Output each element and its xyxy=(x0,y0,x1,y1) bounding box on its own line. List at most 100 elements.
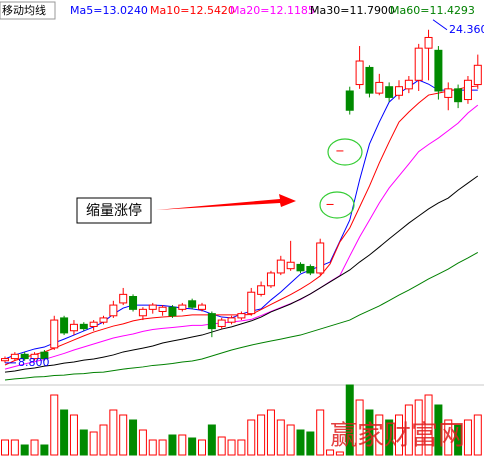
candle-body xyxy=(434,49,443,92)
legend-entry: Ma60=11.4293 xyxy=(390,4,475,17)
volume-bar xyxy=(207,424,216,456)
volume-panel xyxy=(1,384,482,456)
candle-body xyxy=(266,272,275,287)
volume-bar xyxy=(60,409,69,456)
candle-body xyxy=(129,296,138,310)
watermark: 赢家财富网 xyxy=(330,421,465,452)
volume-bar xyxy=(148,439,157,456)
candle-body xyxy=(119,293,128,304)
candle-body xyxy=(414,47,423,81)
candle-body xyxy=(395,86,403,96)
volume-bar xyxy=(129,419,138,456)
candle-body xyxy=(50,319,59,349)
candle-body xyxy=(296,263,305,272)
volume-bar xyxy=(237,439,246,456)
candle-body xyxy=(473,64,482,86)
candle-body xyxy=(404,79,413,90)
volume-bar xyxy=(40,444,49,456)
volume-bar xyxy=(316,409,325,456)
volume-bar xyxy=(217,436,226,456)
volume-bar xyxy=(345,384,354,456)
ma-line xyxy=(4,104,479,370)
volume-bar xyxy=(355,399,364,456)
volume-bar xyxy=(335,451,344,456)
candle-body xyxy=(79,323,88,330)
volume-bar xyxy=(276,419,285,456)
highlight-circle xyxy=(327,138,363,166)
candle-body xyxy=(257,285,266,295)
ma-line xyxy=(4,251,479,381)
volume-bar xyxy=(404,404,413,456)
candle-body xyxy=(207,313,216,330)
candle-body xyxy=(158,306,167,312)
candle-body xyxy=(444,88,453,98)
candle-body xyxy=(188,300,197,308)
candle-body xyxy=(385,86,394,98)
price-label: 8.800 xyxy=(18,356,50,369)
volume-bar xyxy=(69,414,78,456)
candle-body xyxy=(168,306,177,317)
volume-bar xyxy=(109,409,118,456)
legend-entry: Ma30=11.7900 xyxy=(310,4,395,17)
volume-bar xyxy=(188,437,197,456)
annotation-arrow xyxy=(156,194,296,210)
volume-bar xyxy=(326,449,335,456)
candle-body xyxy=(178,304,187,310)
volume-bar xyxy=(89,431,98,456)
candles xyxy=(1,29,482,363)
volume-bar xyxy=(227,439,236,456)
volume-bar xyxy=(247,419,256,456)
volume-bar xyxy=(375,414,384,456)
volume-bar xyxy=(266,409,275,456)
candle-body xyxy=(276,259,285,274)
volume-bar xyxy=(444,419,453,456)
volume-bar xyxy=(473,414,482,456)
legend-entry: Ma10=12.5420 xyxy=(150,4,235,17)
volume-bar xyxy=(1,439,9,456)
volume-bar xyxy=(99,424,108,456)
chart-title: 移动均线 xyxy=(2,3,46,17)
candle-body xyxy=(424,36,433,49)
title-box xyxy=(0,1,56,20)
candle-body xyxy=(247,291,256,315)
candle-body xyxy=(365,66,374,94)
legend: Ma5=13.0240 Ma10=12.5420Ma20=12.1185Ma30=… xyxy=(70,4,475,17)
volume-bar xyxy=(30,439,39,456)
candle-body xyxy=(148,304,157,310)
candle-body xyxy=(375,81,384,94)
volume-bar xyxy=(395,414,403,456)
volume-bar xyxy=(414,399,423,456)
candle-body xyxy=(109,304,118,317)
volume-bar xyxy=(365,409,374,456)
volume-bar xyxy=(463,419,472,456)
candle-body xyxy=(237,313,246,319)
candle-body xyxy=(69,323,78,332)
volume-bar xyxy=(454,424,463,456)
candle-body xyxy=(89,321,98,327)
volume-bar xyxy=(385,419,394,456)
volume-bar xyxy=(257,414,266,456)
volume-bar xyxy=(178,434,187,456)
price-label: 24.360 xyxy=(449,23,484,36)
candle-body xyxy=(198,304,206,310)
volume-bar xyxy=(158,439,167,456)
volume-bar xyxy=(119,414,128,456)
candle-body xyxy=(316,242,325,274)
candle-body xyxy=(286,261,295,270)
candle-body xyxy=(463,79,472,101)
legend-entry: Ma5=13.0240 xyxy=(70,4,148,17)
candle-body xyxy=(1,358,9,362)
volume-bar xyxy=(296,429,305,456)
candle-body xyxy=(60,317,69,334)
volume-bar xyxy=(286,424,295,456)
volume-bar xyxy=(20,444,29,456)
volume-bar xyxy=(434,404,443,456)
volume-bar xyxy=(79,429,88,456)
candle-body xyxy=(306,266,315,274)
candle-body xyxy=(227,317,236,323)
candle-body xyxy=(345,90,354,111)
highlight-circle xyxy=(319,191,355,219)
price-labels: 24.360 8.800 xyxy=(5,19,484,369)
volume-bar xyxy=(306,431,315,456)
price-pointer xyxy=(432,19,448,31)
